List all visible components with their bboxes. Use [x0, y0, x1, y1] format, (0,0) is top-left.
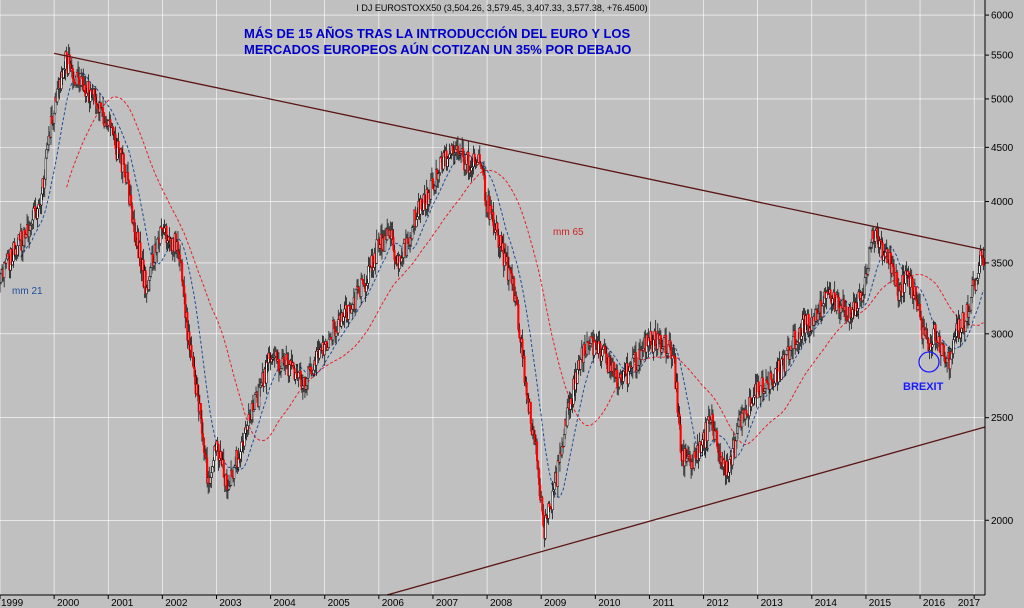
- candle: [927, 337, 930, 351]
- x-tick-label: 2017: [958, 598, 981, 608]
- brexit-circle: [918, 351, 940, 373]
- candle: [982, 247, 985, 271]
- y-tick-label: 2500: [991, 413, 1014, 424]
- chart-title-line-2: MERCADOS EUROPEOS AÚN COTIZAN UN 35% POR…: [244, 42, 631, 57]
- trendline-lower: [386, 426, 986, 596]
- x-tick-label: 2002: [165, 598, 188, 608]
- x-tick-label: 2003: [219, 598, 242, 608]
- y-tick-label: 2000: [991, 516, 1014, 527]
- trendline-upper: [53, 52, 986, 251]
- candle: [122, 152, 125, 165]
- candle: [700, 444, 703, 454]
- x-tick-label: 2001: [111, 598, 134, 608]
- candle: [868, 246, 871, 272]
- x-tick-label: 2014: [815, 598, 838, 608]
- y-tick-label: 5500: [991, 51, 1014, 62]
- x-tick-label: 2012: [706, 598, 729, 608]
- y-tick-label: 6000: [991, 11, 1014, 22]
- candle: [886, 247, 889, 264]
- candle: [517, 299, 520, 333]
- x-axis: 1999 2000 2001 2002 2003 2004 2005 2006 2007 2008…: [0, 594, 985, 608]
- y-tick-label: 4500: [991, 143, 1014, 154]
- mm65-path: [66, 96, 984, 446]
- x-tick-label: 1999: [1, 598, 24, 608]
- x-tick-label: 2013: [761, 598, 784, 608]
- x-tick-label: 2008: [490, 598, 513, 608]
- candles: [0, 44, 985, 548]
- mm21-path: [20, 72, 984, 498]
- grid: [0, 0, 985, 595]
- candle: [964, 319, 967, 332]
- mm65-label: mm 65: [553, 227, 584, 238]
- candle: [439, 155, 442, 176]
- x-tick-label: 2007: [436, 598, 459, 608]
- chart-header: I DJ EUROSTOXX50 (3,504.26, 3,579.45, 3,…: [356, 3, 647, 13]
- x-tick-label: 2004: [273, 598, 296, 608]
- candle: [123, 163, 126, 178]
- mm21-line: [20, 72, 984, 498]
- y-tick-label: 3000: [991, 329, 1014, 340]
- candle: [496, 221, 499, 236]
- candle: [650, 330, 653, 346]
- trendlines: [53, 52, 986, 596]
- mm65-line: [66, 96, 984, 446]
- x-tick-label: 2005: [328, 598, 351, 608]
- x-tick-label: 2015: [869, 598, 892, 608]
- x-tick-label: 2006: [382, 598, 405, 608]
- y-tick-label: 4000: [991, 197, 1014, 208]
- candle: [914, 286, 917, 302]
- x-tick-label: 2009: [544, 598, 567, 608]
- y-tick-label: 5000: [991, 94, 1014, 105]
- x-tick-label: 2010: [598, 598, 621, 608]
- x-tick-label: 2016: [923, 598, 946, 608]
- brexit-label: BREXIT: [903, 381, 944, 393]
- y-tick-label: 3500: [991, 258, 1014, 269]
- x-tick-label: 2000: [57, 598, 80, 608]
- candle: [973, 278, 976, 287]
- x-tick-label: 2011: [653, 598, 675, 608]
- candle: [253, 392, 257, 410]
- y-axis: 2000 2500 3000 3500 4000 4500 5000 5500 6000: [984, 0, 1014, 595]
- chart-title-line-1: MÁS DE 15 AÑOS TRAS LA INTRODUCCIÓN DEL …: [244, 26, 631, 41]
- candle: [159, 225, 162, 246]
- candle: [420, 198, 423, 210]
- mm21-label: mm 21: [12, 286, 43, 297]
